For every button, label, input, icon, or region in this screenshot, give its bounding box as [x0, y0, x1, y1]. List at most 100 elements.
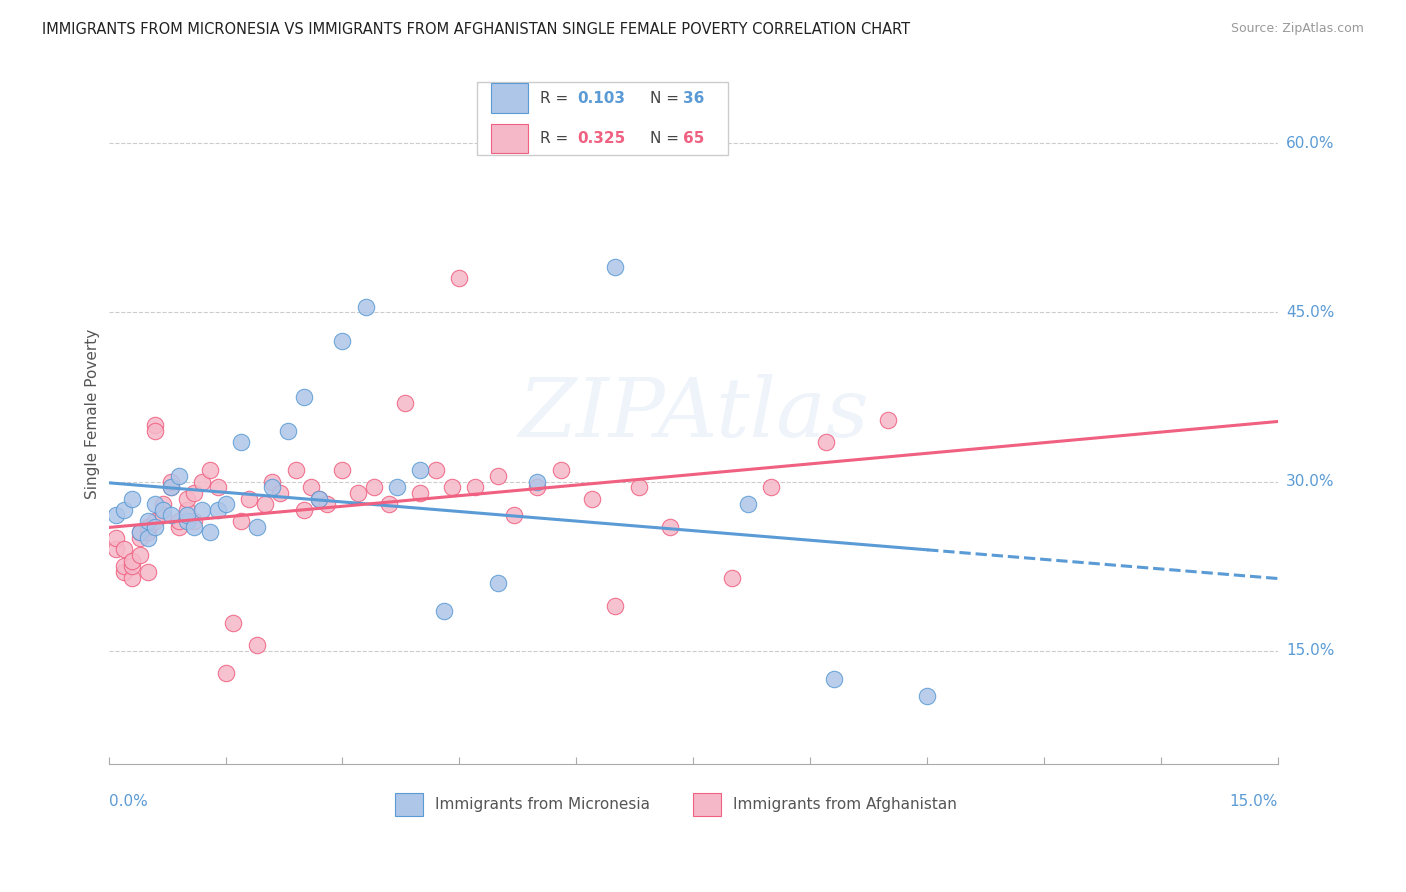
Point [183, 486, 205, 500]
Point [486, 469, 509, 483]
Point [145, 418, 167, 433]
FancyBboxPatch shape [395, 793, 423, 815]
Point [152, 503, 174, 517]
Point [198, 463, 221, 477]
Point [292, 390, 315, 404]
Point [308, 491, 330, 506]
Point [145, 514, 167, 528]
Point [105, 542, 128, 557]
Point [449, 271, 471, 285]
Text: ZIPAtlas: ZIPAtlas [517, 374, 869, 454]
Text: 60.0%: 60.0% [1286, 136, 1334, 151]
Point [160, 480, 183, 494]
Point [167, 520, 190, 534]
Point [363, 480, 385, 494]
Text: 45.0%: 45.0% [1286, 305, 1334, 320]
Point [814, 435, 837, 450]
Point [136, 520, 159, 534]
Point [112, 559, 135, 574]
Point [214, 666, 236, 681]
Text: 15.0%: 15.0% [1230, 794, 1278, 809]
Text: 36: 36 [683, 91, 704, 105]
Point [128, 531, 150, 545]
Text: 0.0%: 0.0% [108, 794, 148, 809]
Point [222, 615, 245, 630]
Point [464, 480, 486, 494]
Point [394, 395, 416, 409]
Point [112, 503, 135, 517]
Point [332, 334, 354, 348]
Point [214, 497, 236, 511]
Point [378, 497, 401, 511]
Point [605, 260, 627, 275]
Point [433, 604, 456, 618]
Point [121, 570, 143, 584]
Text: R =: R = [540, 91, 574, 105]
Point [277, 424, 299, 438]
Point [737, 497, 759, 511]
Point [160, 508, 183, 523]
Point [152, 508, 174, 523]
Text: R =: R = [540, 131, 574, 146]
Point [440, 480, 463, 494]
Point [112, 565, 135, 579]
Point [308, 491, 330, 506]
Y-axis label: Single Female Poverty: Single Female Poverty [86, 329, 100, 499]
Point [316, 497, 339, 511]
Point [354, 300, 377, 314]
Point [191, 503, 214, 517]
Text: N =: N = [650, 131, 683, 146]
Point [176, 491, 198, 506]
Point [167, 514, 190, 528]
Text: Immigrants from Afghanistan: Immigrants from Afghanistan [733, 797, 957, 812]
Point [246, 520, 269, 534]
Point [262, 475, 284, 489]
Point [246, 638, 269, 652]
Point [160, 480, 183, 494]
Point [347, 486, 370, 500]
Text: Immigrants from Micronesia: Immigrants from Micronesia [434, 797, 650, 812]
Point [231, 435, 253, 450]
Point [145, 424, 167, 438]
Text: 30.0%: 30.0% [1286, 475, 1334, 489]
Point [238, 491, 260, 506]
Point [526, 475, 548, 489]
Point [284, 463, 307, 477]
FancyBboxPatch shape [477, 81, 728, 155]
Point [486, 576, 509, 591]
FancyBboxPatch shape [491, 124, 529, 153]
Point [550, 463, 572, 477]
Point [176, 503, 198, 517]
Point [152, 497, 174, 511]
Point [105, 508, 128, 523]
Point [121, 491, 143, 506]
Point [915, 689, 938, 703]
Point [176, 508, 198, 523]
Point [253, 497, 276, 511]
Point [425, 463, 447, 477]
Point [136, 565, 159, 579]
Point [121, 559, 143, 574]
Point [761, 480, 783, 494]
Point [105, 531, 128, 545]
Point [526, 480, 548, 494]
Text: IMMIGRANTS FROM MICRONESIA VS IMMIGRANTS FROM AFGHANISTAN SINGLE FEMALE POVERTY : IMMIGRANTS FROM MICRONESIA VS IMMIGRANTS… [42, 22, 910, 37]
FancyBboxPatch shape [491, 83, 529, 112]
Point [231, 514, 253, 528]
Point [823, 672, 845, 686]
Point [112, 542, 135, 557]
Point [145, 520, 167, 534]
Point [160, 475, 183, 489]
Point [207, 480, 229, 494]
Point [605, 599, 627, 613]
Point [877, 412, 900, 426]
Point [136, 531, 159, 545]
Text: 0.103: 0.103 [578, 91, 626, 105]
Point [581, 491, 603, 506]
Point [503, 508, 526, 523]
Point [183, 520, 205, 534]
Point [207, 503, 229, 517]
Point [128, 525, 150, 540]
Point [176, 514, 198, 528]
Point [121, 553, 143, 567]
